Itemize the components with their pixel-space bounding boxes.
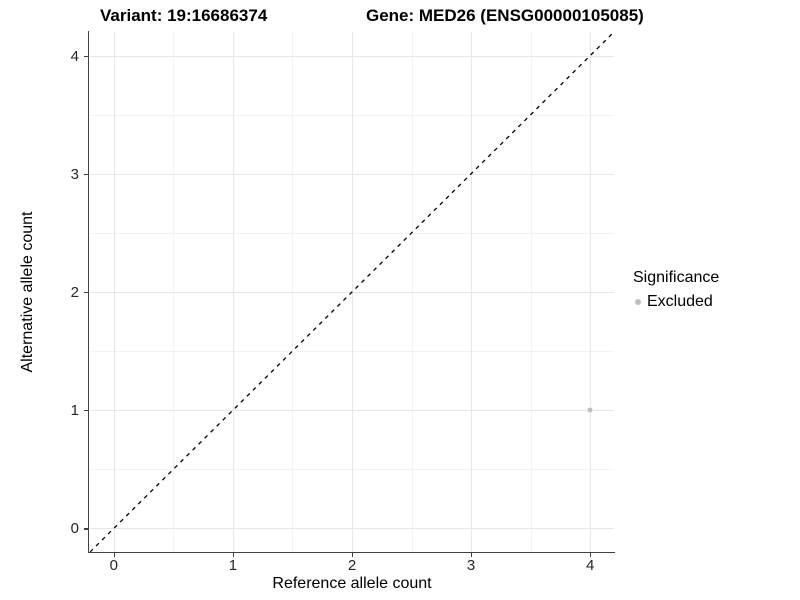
y-tick-label: 4	[70, 47, 79, 65]
x-tick-label: 1	[228, 557, 238, 574]
x-tick-mark	[590, 553, 592, 557]
legend-title: Significance	[633, 269, 720, 286]
y-tick-mark	[84, 292, 88, 294]
y-tick-label: 0	[70, 520, 79, 538]
y-axis-ticks	[84, 32, 88, 552]
gridline-major-horizontal	[90, 55, 614, 57]
y-tick-mark	[84, 55, 88, 57]
y-axis-title: Alternative allele count	[19, 211, 36, 373]
gridline-major-horizontal	[90, 410, 614, 412]
x-tick-mark	[113, 553, 116, 557]
x-axis-line	[88, 551, 615, 553]
y-tick-labels: 4 3 2 1 0	[50, 32, 79, 552]
y-tick-mark	[84, 528, 88, 530]
legend-item-excluded: Excluded	[633, 293, 719, 311]
y-axis-line	[88, 31, 90, 553]
y-tick-mark	[84, 173, 88, 176]
x-tick-label: 4	[586, 557, 595, 574]
y-tick-mark	[84, 410, 88, 412]
x-tick-labels: 0 1 2 3 4	[90, 557, 614, 575]
gridline-major-horizontal	[90, 528, 614, 530]
plot-title-variant: Variant: 19:16686374	[100, 6, 268, 25]
plot-panel	[90, 32, 614, 552]
legend-marker-dot-icon	[635, 299, 641, 305]
gridline-major-horizontal	[90, 173, 614, 175]
data-point-excluded	[587, 407, 593, 413]
y-tick-label: 1	[70, 402, 79, 420]
x-axis-title: Reference allele count	[272, 575, 432, 592]
plot-title-gene: Gene: MED26 (ENSG00000105085)	[366, 6, 644, 25]
x-tick-label: 3	[466, 557, 476, 574]
x-axis-ticks	[90, 553, 614, 557]
x-tick-mark	[232, 553, 235, 557]
y-tick-label: 3	[70, 165, 79, 183]
x-tick-mark	[471, 553, 473, 557]
legend-item-label: Excluded	[647, 293, 713, 310]
x-tick-label: 0	[109, 557, 118, 574]
x-tick-mark	[352, 553, 354, 557]
identity-dashed-line	[90, 32, 614, 552]
legend: Significance Excluded	[633, 268, 719, 311]
x-tick-label: 2	[347, 557, 357, 574]
y-tick-label: 2	[70, 284, 79, 301]
